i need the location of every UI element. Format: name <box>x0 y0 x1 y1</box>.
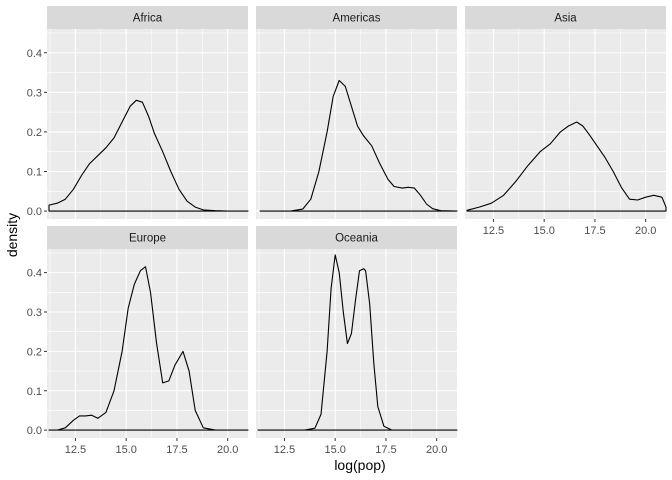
facet-americas: Americas <box>256 6 458 219</box>
panels-layer: Africa 0.0 0.1 0.2 0.3 0.4 Americas Asia 12.5 15.… <box>27 6 667 456</box>
panel-background <box>465 29 666 219</box>
x-tick-label: 15.0 <box>115 444 136 456</box>
panel-background <box>47 249 248 438</box>
y-tick-label: 0.2 <box>27 346 42 358</box>
y-tick-label: 0.0 <box>27 425 42 437</box>
y-tick-label: 0.4 <box>27 268 42 280</box>
x-tick-label: 17.5 <box>375 444 396 456</box>
y-tick-label: 0.2 <box>27 127 42 139</box>
facet-strip <box>256 226 457 249</box>
facet-strip <box>47 226 248 249</box>
y-tick-label: 0.1 <box>27 167 42 179</box>
density-line-europe <box>48 266 249 431</box>
density-line-oceania <box>257 254 458 431</box>
x-tick-label: 20.0 <box>426 444 447 456</box>
x-tick-label: 15.0 <box>324 444 345 456</box>
panel-background <box>47 29 248 219</box>
y-tick-label: 0.0 <box>27 206 42 218</box>
facet-africa: Africa 0.0 0.1 0.2 0.3 0.4 <box>27 6 249 219</box>
x-tick-label: 15.0 <box>533 225 554 237</box>
facet-strip-label: Africa <box>133 13 163 25</box>
density-line-americas <box>259 79 458 212</box>
x-axis-title: log(pop) <box>334 457 385 473</box>
facet-europe: Europe 0.0 0.1 0.2 0.3 0.4 12.5 15.0 17.5 20.0 <box>27 226 249 456</box>
x-tick-label: 17.5 <box>166 444 187 456</box>
facet-strip <box>47 6 248 29</box>
facet-strip-label: Europe <box>129 233 166 245</box>
y-tick-label: 0.3 <box>27 307 42 319</box>
y-axis-title: density <box>4 213 20 257</box>
panel-background <box>256 249 457 438</box>
density-line-asia <box>466 121 667 212</box>
x-tick-label: 20.0 <box>635 225 656 237</box>
x-tick-label: 17.5 <box>584 225 605 237</box>
facet-strip-label: Asia <box>554 13 577 25</box>
facet-strip <box>256 6 457 29</box>
y-tick-label: 0.4 <box>27 48 42 60</box>
y-tick-label: 0.3 <box>27 87 42 99</box>
facet-asia: Asia 12.5 15.0 17.5 20.0 <box>465 6 667 237</box>
x-tick-label: 12.5 <box>274 444 295 456</box>
x-tick-label: 20.0 <box>217 444 238 456</box>
facet-oceania: Oceania 12.5 15.0 17.5 20.0 <box>256 226 458 456</box>
x-tick-label: 12.5 <box>65 444 86 456</box>
density-line-africa <box>48 99 249 212</box>
y-tick-label: 0.1 <box>27 386 42 398</box>
x-tick-label: 12.5 <box>483 225 504 237</box>
facet-strip-label: Oceania <box>335 233 378 245</box>
facet-strip <box>465 6 666 29</box>
facet-strip-label: Americas <box>333 13 381 25</box>
